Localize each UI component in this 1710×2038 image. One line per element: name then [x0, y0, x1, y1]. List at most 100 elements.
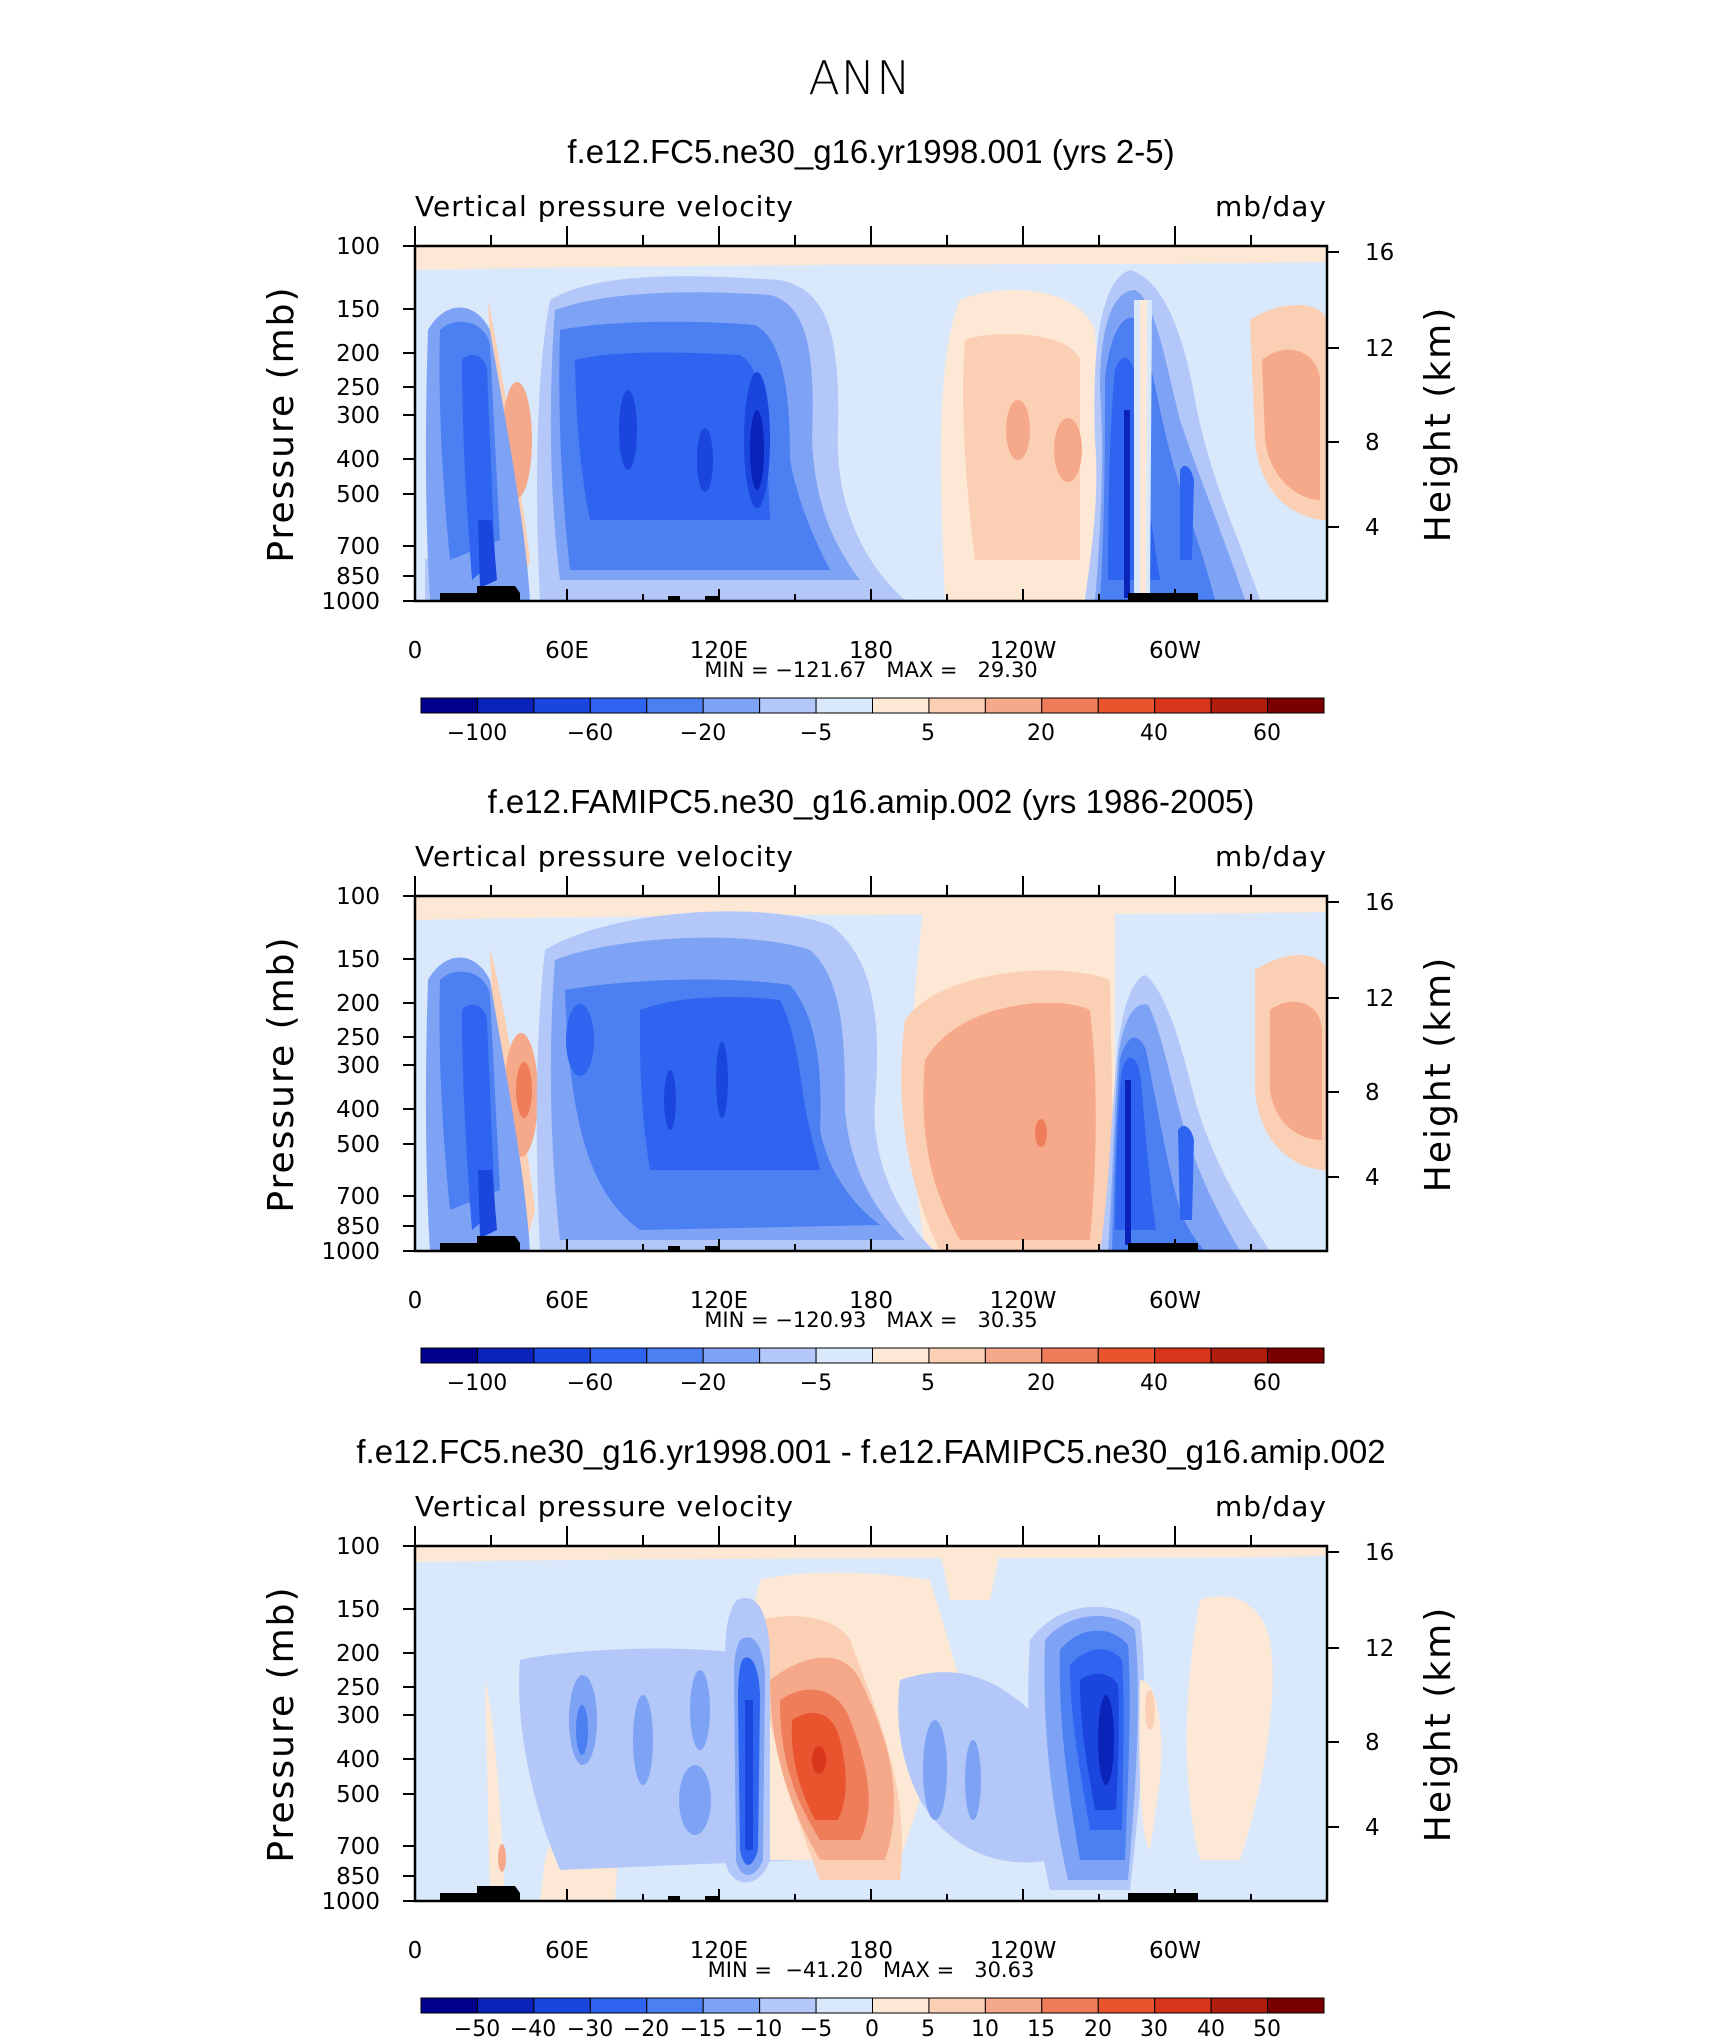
- lon-tick-0: 0: [408, 1288, 423, 1314]
- p-tick-850: 850: [336, 564, 380, 590]
- p-tick-150: 150: [336, 297, 380, 323]
- lon-tick-60w: 60W: [1149, 638, 1201, 664]
- y-axis-label-right: Height (km): [1418, 1606, 1459, 1842]
- cb-label: −5: [800, 2017, 832, 2038]
- cb-label: −20: [623, 2017, 669, 2038]
- colorbar-box: [815, 697, 873, 714]
- cb-label: 50: [1253, 2017, 1281, 2038]
- lon-ticks: [414, 226, 1252, 601]
- lon-tick-60w: 60W: [1149, 1938, 1201, 1964]
- lon-tick-180: 180: [849, 638, 893, 664]
- cb-label: −20: [680, 1371, 726, 1396]
- pressure-ticks: [403, 245, 415, 602]
- colorbar-box: [1210, 1347, 1269, 1364]
- min-max-stats: MIN = −121.67 MAX = 29.30: [704, 658, 1037, 682]
- p-tick-500: 500: [336, 482, 380, 508]
- p-tick-850: 850: [336, 1864, 380, 1890]
- y-axis-label: Pressure (mb): [261, 285, 302, 562]
- lon-tick-60e: 60E: [545, 1938, 589, 1964]
- colorbar-box: [420, 697, 478, 714]
- colorbar-box: [984, 697, 1043, 714]
- h-tick-16: 16: [1365, 890, 1394, 916]
- colorbar-box: [420, 1347, 478, 1364]
- lon-tick-labels: 0 60E 120E 180 120W 60W: [408, 1938, 1201, 1964]
- lon-tick-120e: 120E: [690, 638, 748, 664]
- cb-label: 5: [921, 1371, 935, 1396]
- p-tick-250: 250: [336, 1675, 380, 1701]
- p-tick-700: 700: [336, 1834, 380, 1860]
- cb-label: 30: [1140, 2017, 1168, 2038]
- contour-field: [415, 896, 1327, 1251]
- h-tick-16: 16: [1365, 1540, 1394, 1566]
- land-mask: [440, 1886, 1198, 1901]
- colorbar-box: [1154, 697, 1212, 714]
- colorbar-box: [1154, 1997, 1212, 2014]
- colorbar-box: [646, 1347, 704, 1364]
- colorbar-box: [815, 1997, 873, 2014]
- p-tick-1000: 1000: [321, 1889, 380, 1915]
- lon-ticks: [414, 876, 1252, 1251]
- colorbar-box: [759, 697, 817, 714]
- colorbar-box: [1267, 1997, 1325, 2014]
- cb-label: 20: [1084, 2017, 1112, 2038]
- lon-tick-60e: 60E: [545, 1288, 589, 1314]
- p-tick-400: 400: [336, 1097, 380, 1123]
- colorbar: −100 −60 −20 −5 5 20 40 60: [420, 1347, 1325, 1396]
- p-tick-250: 250: [336, 375, 380, 401]
- colorbar-box: [928, 1347, 986, 1364]
- cb-label: −60: [567, 1371, 613, 1396]
- cb-label: −5: [800, 721, 832, 746]
- colorbar-box: [759, 1347, 817, 1364]
- cb-label: −100: [447, 1371, 507, 1396]
- colorbar-box: [1041, 1347, 1099, 1364]
- contour-field: [415, 246, 1327, 601]
- p-tick-100: 100: [336, 234, 380, 260]
- cb-label: 20: [1027, 721, 1055, 746]
- colorbar: −50 −40 −30 −20 −15 −10 −5 0 5 10 15 20 …: [420, 1997, 1325, 2038]
- height-tick-labels: 16 12 8 4: [1365, 1540, 1394, 1841]
- y-axis-label: Pressure (mb): [261, 1585, 302, 1862]
- colorbar-box: [1041, 1997, 1099, 2014]
- colorbar-box: [589, 697, 648, 714]
- colorbar-box: [646, 697, 704, 714]
- cb-label: 10: [971, 2017, 999, 2038]
- colorbar-box: [533, 697, 591, 714]
- h-tick-12: 12: [1365, 1636, 1394, 1662]
- lon-tick-120w: 120W: [990, 638, 1057, 664]
- colorbar-box: [589, 1997, 648, 2014]
- cb-label: 5: [921, 2017, 935, 2038]
- height-ticks: [1327, 901, 1339, 1178]
- colorbar-box: [1267, 1347, 1325, 1364]
- cb-label: −100: [447, 721, 507, 746]
- colorbar-box: [1210, 697, 1269, 714]
- land-mask: [440, 586, 1198, 601]
- colorbar-box: [984, 1347, 1043, 1364]
- cb-label: −10: [736, 2017, 782, 2038]
- figure-title: ANN: [808, 51, 911, 105]
- p-tick-850: 850: [336, 1214, 380, 1240]
- units-label: mb/day: [1215, 1490, 1327, 1523]
- cb-label: 5: [921, 721, 935, 746]
- lon-tick-120e: 120E: [690, 1288, 748, 1314]
- panel-3: f.e12.FC5.ne30_g16.yr1998.001 - f.e12.FA…: [261, 1433, 1459, 2038]
- h-tick-8: 8: [1365, 1080, 1380, 1106]
- colorbar-box: [1041, 697, 1099, 714]
- p-tick-400: 400: [336, 447, 380, 473]
- p-tick-200: 200: [336, 341, 380, 367]
- p-tick-100: 100: [336, 1534, 380, 1560]
- cb-label: 15: [1027, 2017, 1055, 2038]
- variable-label: Vertical pressure velocity: [415, 190, 794, 223]
- cb-label: −20: [680, 721, 726, 746]
- h-tick-8: 8: [1365, 430, 1380, 456]
- h-tick-12: 12: [1365, 336, 1394, 362]
- lon-tick-120w: 120W: [990, 1288, 1057, 1314]
- h-tick-12: 12: [1365, 986, 1394, 1012]
- cb-label: 20: [1027, 1371, 1055, 1396]
- p-tick-200: 200: [336, 1641, 380, 1667]
- colorbar-box: [928, 1997, 986, 2014]
- lon-tick-120e: 120E: [690, 1938, 748, 1964]
- colorbar-box: [476, 1997, 535, 2014]
- pressure-ticks: [403, 1545, 415, 1902]
- variable-label: Vertical pressure velocity: [415, 1490, 794, 1523]
